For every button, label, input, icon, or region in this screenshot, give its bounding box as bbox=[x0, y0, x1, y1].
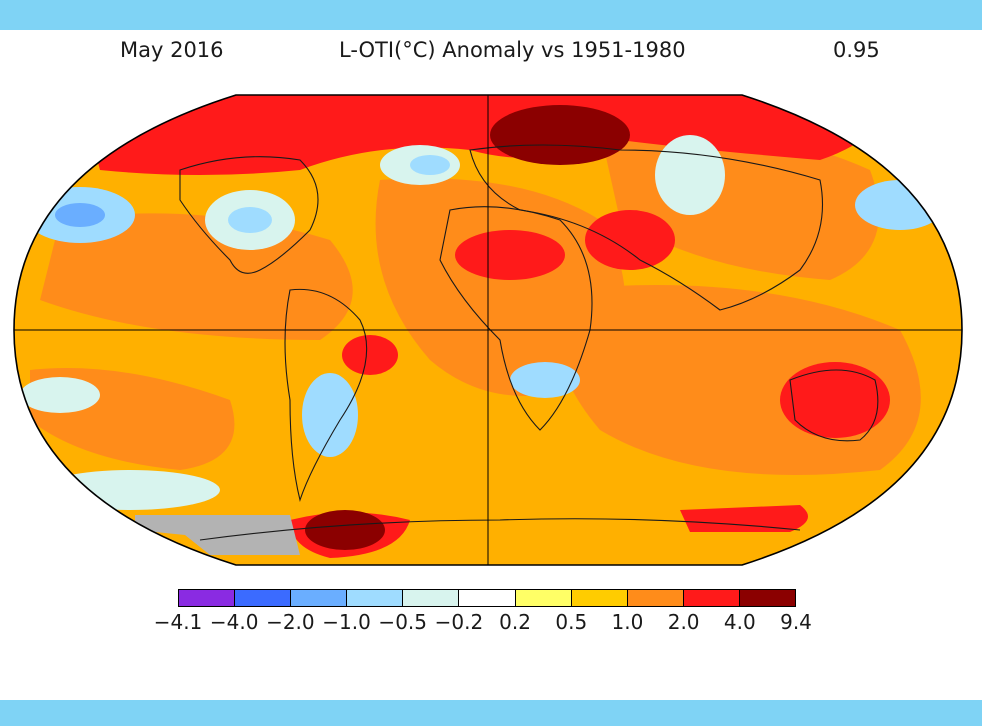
colorbar-swatch bbox=[515, 590, 572, 606]
north-america-cool-core bbox=[228, 207, 272, 233]
brazil-hot-spot bbox=[342, 335, 398, 375]
colorbar-swatch bbox=[179, 590, 236, 606]
colorbar-tick-label: −4.0 bbox=[209, 610, 259, 634]
south-america-cool-area bbox=[302, 373, 358, 457]
colorbar bbox=[178, 589, 796, 607]
eurasia-coast bbox=[469, 144, 823, 311]
coastlines bbox=[179, 144, 879, 541]
colorbar-swatch bbox=[627, 590, 684, 606]
greenland-cool-core bbox=[410, 155, 450, 175]
ross-sea-hot-area bbox=[680, 505, 808, 532]
colorbar-tick-label: −1.0 bbox=[322, 610, 371, 634]
colorbar-tick-label: 2.0 bbox=[667, 610, 700, 634]
bottom-banner bbox=[0, 700, 982, 726]
colorbar-swatch bbox=[739, 590, 796, 606]
antarctica-coast bbox=[199, 518, 801, 541]
sahara-hot-spot bbox=[455, 230, 565, 280]
north-pacific-cool-core bbox=[55, 203, 105, 227]
colorbar-tick-label: −0.5 bbox=[378, 610, 428, 634]
colorbar-tick-label: −4.1 bbox=[153, 610, 203, 634]
top-banner bbox=[0, 0, 982, 30]
colorbar-tick-label: 0.2 bbox=[499, 610, 531, 634]
map-title: L-OTI(°C) Anomaly vs 1951-1980 bbox=[339, 38, 686, 62]
map-header: May 2016 L-OTI(°C) Anomaly vs 1951-1980 … bbox=[0, 38, 982, 68]
colorbar-swatch bbox=[347, 590, 404, 606]
south-pacific-cool-area bbox=[20, 377, 100, 413]
southern-africa-cool-area bbox=[510, 362, 580, 398]
north-america-coast bbox=[179, 156, 319, 274]
siberia-extreme-anomaly bbox=[490, 105, 630, 165]
colorbar-tick-labels: −4.1 −4.0 −2.0 −1.0 −0.5 −0.2 0.2 0.5 1.0 2.0 4.0 9… bbox=[0, 610, 982, 636]
colorbar-swatch bbox=[235, 590, 292, 606]
south-america-coast bbox=[284, 288, 368, 502]
central-asia-cool-area bbox=[655, 135, 725, 215]
colorbar-tick-label: 0.5 bbox=[555, 610, 588, 634]
antarctic-extreme-anomaly bbox=[305, 510, 385, 550]
colorbar-swatch bbox=[683, 590, 740, 606]
global-mean-value: 0.95 bbox=[833, 38, 880, 62]
colorbar-swatch bbox=[459, 590, 516, 606]
bering-cool-area bbox=[855, 180, 945, 230]
southern-ocean-cool-area bbox=[40, 470, 220, 510]
australia-hot-spot bbox=[780, 362, 890, 438]
australia-coast bbox=[789, 369, 879, 442]
colorbar-swatch bbox=[571, 590, 628, 606]
colorbar-tick-label: 4.0 bbox=[723, 610, 756, 634]
colorbar-tick-label: −2.0 bbox=[266, 610, 315, 634]
middle-east-hot-spot bbox=[585, 210, 675, 270]
colorbar-tick-label: 1.0 bbox=[611, 610, 644, 634]
colorbar-tick-label: −0.2 bbox=[434, 610, 484, 634]
globe-outline bbox=[13, 94, 963, 566]
colorbar-swatch bbox=[403, 590, 460, 606]
colorbar-tick-label: 9.4 bbox=[780, 610, 812, 634]
date-label: May 2016 bbox=[120, 38, 224, 62]
missing-data-area bbox=[135, 515, 300, 555]
colorbar-swatch bbox=[291, 590, 348, 606]
africa-coast bbox=[439, 206, 593, 431]
